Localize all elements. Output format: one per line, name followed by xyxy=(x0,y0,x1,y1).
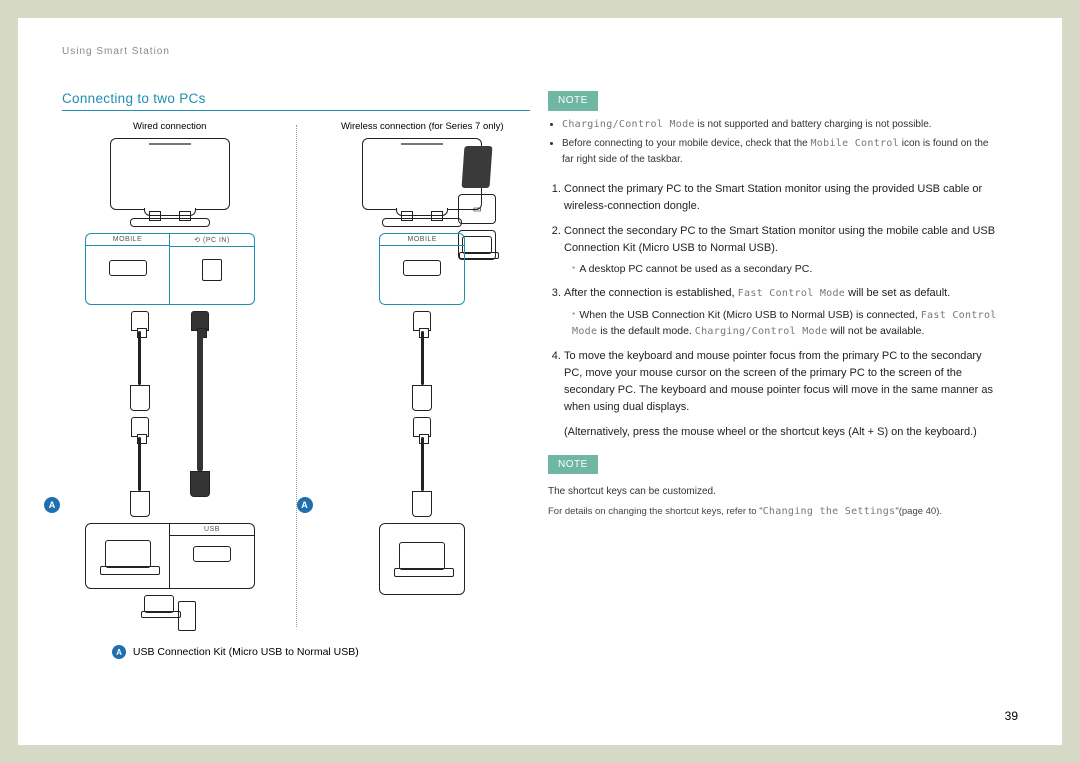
mono-text: Charging/Control Mode xyxy=(562,119,695,130)
port-label: MOBILE xyxy=(86,234,170,246)
laptop-icon xyxy=(399,542,445,570)
plug-icon xyxy=(131,311,149,331)
port-icon xyxy=(193,546,231,562)
caption-text: USB Connection Kit (Micro USB to Normal … xyxy=(133,646,359,658)
section-title: Connecting to two PCs xyxy=(62,91,530,111)
manual-page: Using Smart Station Connecting to two PC… xyxy=(18,18,1062,745)
plug-icon xyxy=(131,417,149,437)
dongle-icon: ▭ xyxy=(458,194,496,224)
port-icon xyxy=(403,260,441,276)
diagram-column: Connecting to two PCs Wired connection M… xyxy=(62,91,530,659)
laptop-icon xyxy=(144,595,174,613)
note-list: Charging/Control Mode is not supported a… xyxy=(548,117,998,168)
monitor-stand-icon xyxy=(382,218,462,227)
step-item: Connect the primary PC to the Smart Stat… xyxy=(564,181,998,215)
port-panel: MOBILE ⟲ (PC IN) xyxy=(85,233,255,305)
cable-mobile xyxy=(130,311,150,517)
wire-icon xyxy=(421,331,424,385)
badge-a: A xyxy=(297,497,313,513)
step-item: Connect the secondary PC to the Smart St… xyxy=(564,223,998,277)
port-pcin: ⟲ (PC IN) xyxy=(169,234,254,304)
diagram-wireless: Wireless connection (for Series 7 only) … xyxy=(315,121,531,631)
page-number: 39 xyxy=(1005,709,1018,723)
destination-panel xyxy=(379,523,465,595)
plug-icon xyxy=(130,385,150,411)
note-item: Charging/Control Mode is not supported a… xyxy=(562,117,998,133)
destination-panel: USB xyxy=(85,523,255,589)
pc-set-icon xyxy=(62,595,278,631)
dest-usb: USB xyxy=(169,524,254,588)
laptop-icon xyxy=(105,540,151,568)
note-text: The shortcut keys can be customized. xyxy=(548,484,998,500)
plug-icon xyxy=(412,491,432,517)
step-list: Connect the primary PC to the Smart Stat… xyxy=(548,181,998,416)
note-item: Before connecting to your mobile device,… xyxy=(562,136,998,167)
cable-run: A xyxy=(62,311,278,517)
text-column: NOTE Charging/Control Mode is not suppor… xyxy=(548,91,998,659)
alt-paragraph: (Alternatively, press the mouse wheel or… xyxy=(564,424,998,441)
plug-icon xyxy=(413,417,431,437)
badge-a: A xyxy=(112,645,126,659)
note-text: For details on changing the shortcut key… xyxy=(548,504,998,520)
port-icon xyxy=(109,260,147,276)
note-badge: NOTE xyxy=(548,91,598,111)
diagram-caption: A USB Connection Kit (Micro USB to Norma… xyxy=(112,645,530,659)
column-divider xyxy=(296,125,297,627)
mono-text: Mobile Control xyxy=(810,138,899,149)
step-item: To move the keyboard and mouse pointer f… xyxy=(564,348,998,416)
plug-icon xyxy=(130,491,150,517)
step-sub: A desktop PC cannot be used as a seconda… xyxy=(572,261,998,277)
plug-icon xyxy=(191,311,209,331)
mono-text: Charging/Control Mode xyxy=(695,326,828,337)
content-columns: Connecting to two PCs Wired connection M… xyxy=(62,91,1022,659)
port-panel: MOBILE xyxy=(379,233,465,305)
wire-icon xyxy=(421,437,424,491)
plug-icon xyxy=(190,471,210,497)
port-label: ⟲ (PC IN) xyxy=(170,234,254,247)
badge-a: A xyxy=(44,497,60,513)
router-icon xyxy=(462,146,493,188)
wired-title: Wired connection xyxy=(62,121,278,132)
cable-run: A xyxy=(315,311,531,517)
port-mobile: MOBILE xyxy=(86,234,170,304)
wire-icon xyxy=(138,437,141,491)
step-sub: When the USB Connection Kit (Micro USB t… xyxy=(572,307,998,340)
step-item: After the connection is established, Fas… xyxy=(564,285,998,339)
monitor-icon xyxy=(110,138,230,210)
port-label: MOBILE xyxy=(380,234,464,246)
diagram-row: Wired connection MOBILE ⟲ (PC IN) xyxy=(62,121,530,631)
monitor-stand-icon xyxy=(130,218,210,227)
port-icon xyxy=(202,259,222,281)
laptop-icon xyxy=(462,236,492,254)
mono-text: Changing the Settings xyxy=(763,506,896,517)
breadcrumb: Using Smart Station xyxy=(62,46,1022,57)
plug-icon xyxy=(413,311,431,331)
wire-icon xyxy=(197,331,203,471)
plug-icon xyxy=(412,385,432,411)
cable-mobile xyxy=(412,311,432,517)
dest-laptop xyxy=(86,524,170,588)
wireless-title: Wireless connection (for Series 7 only) xyxy=(315,121,531,132)
diagram-wired: Wired connection MOBILE ⟲ (PC IN) xyxy=(62,121,278,631)
cable-usb xyxy=(190,311,210,497)
note-badge: NOTE xyxy=(548,455,598,475)
wire-icon xyxy=(138,331,141,385)
mono-text: Fast Control Mode xyxy=(738,288,845,299)
port-label: USB xyxy=(170,524,254,536)
